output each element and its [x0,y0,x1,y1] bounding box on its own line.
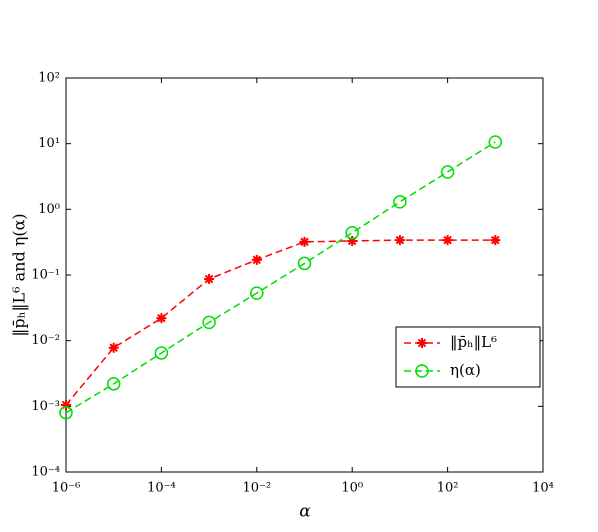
legend-label: η(α) [450,361,481,379]
circle-marker [297,256,312,271]
series-line [65,239,496,406]
circle-marker [106,377,121,391]
y-axis-label: ‖p̄ₕ‖L⁶ and η(α) [10,213,29,336]
star-marker [204,273,215,284]
y-tick-label: 10⁻² [31,333,60,348]
x-tick-label: 10⁻² [242,481,271,496]
y-tick-label: 10⁻³ [31,399,60,414]
star-marker [417,338,427,348]
star-marker [299,236,310,247]
star-marker [251,254,262,265]
legend-label: ‖p̄ₕ‖L⁶ [450,333,497,351]
circle-marker [393,195,407,209]
y-tick-label: 10⁰ [38,202,60,217]
star-marker [156,313,167,324]
star-marker [347,235,358,246]
plot-frame [65,77,544,473]
star-marker [108,342,119,353]
circle-marker [250,286,264,300]
circle-marker [202,315,216,330]
y-tick-label: 10⁻¹ [31,268,60,283]
series-line [65,141,496,414]
legend: ‖p̄ₕ‖L⁶ η(α) [395,326,541,388]
x-tick-label: 10⁻⁴ [147,481,176,496]
circle-marker [488,135,503,149]
star-marker [490,235,501,246]
x-tick-label: 10⁻⁶ [52,481,81,496]
circle-marker [59,405,73,420]
x-tick-label: 10⁴ [532,481,554,496]
y-tick-label: 10² [38,71,60,86]
circle-marker [415,364,429,378]
x-axis-label: α [299,502,311,522]
circle-marker [154,346,169,360]
star-marker [61,399,71,410]
circle-marker [345,225,359,240]
y-tick-label: 10⁻⁴ [31,465,60,480]
circle-marker [440,165,455,179]
x-tick-label: 10² [437,481,459,496]
star-marker [394,235,405,246]
star-marker [442,235,453,246]
y-tick-label: 10¹ [38,136,60,151]
x-tick-label: 10⁰ [341,481,363,496]
